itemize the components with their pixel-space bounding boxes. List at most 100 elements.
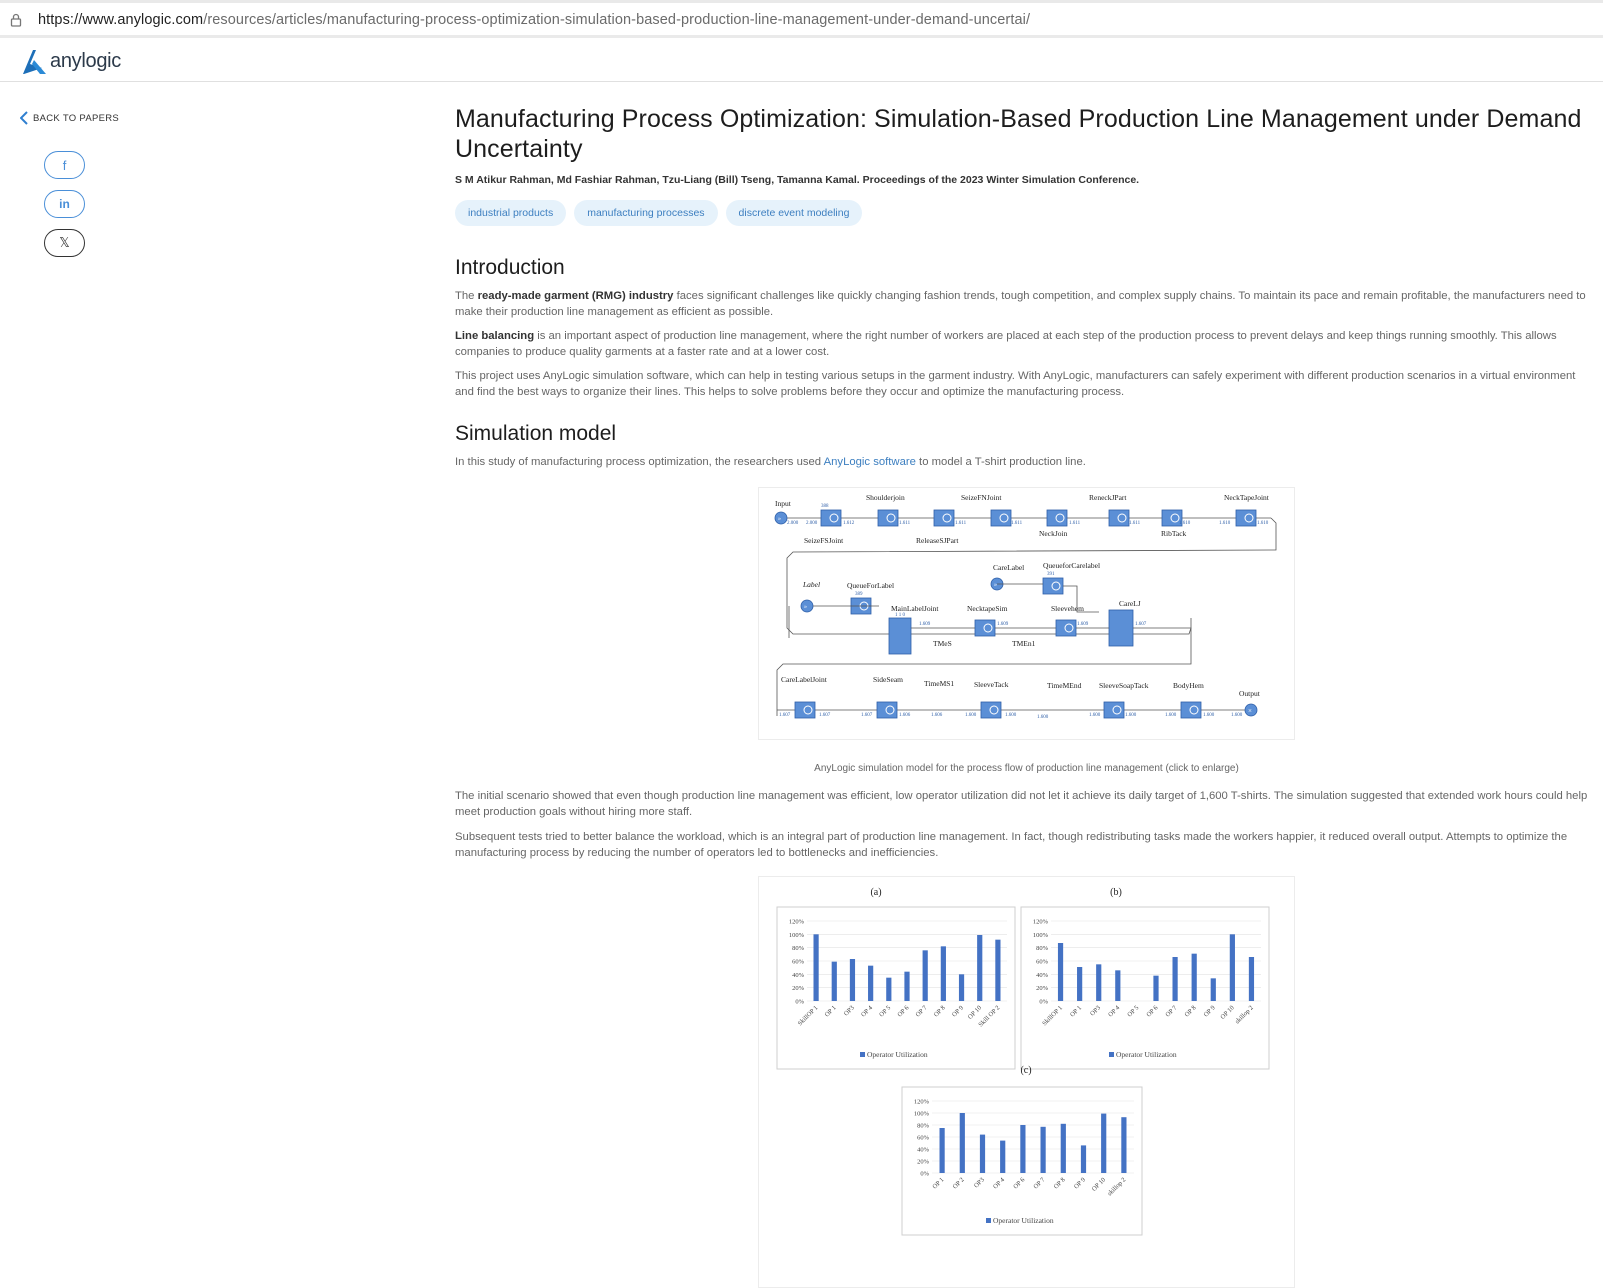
share-x-button[interactable]: 𝕏 [44,229,85,257]
y-tick-label: 20% [792,985,805,992]
diagram-count: 1.612 [843,521,855,526]
intro-paragraph-2: Line balancing is an important aspect of… [455,330,1557,358]
diagram-label: Shoulderjoin [866,493,905,502]
diagram-label: MainLabelJoint [891,604,939,613]
bar [979,1134,986,1173]
queue-label-block: 389 [850,592,872,615]
diagram-label: SleeveSoapTack [1099,681,1149,690]
sim-paragraph-3: Subsequent tests tried to better balance… [455,831,1568,859]
y-tick-label: 60% [792,959,805,966]
process-block [1046,509,1068,527]
linkedin-icon: in [59,197,70,211]
operator-utilization-charts: (a)120%100%80%60%40%20%0%SkillOP 1 OP 1 OP… [776,887,1270,1236]
bar [1080,1145,1087,1173]
anylogic-logo-icon [23,50,46,74]
bar [849,959,856,1001]
process-block [794,701,816,719]
diagram-label: CareLJ [1119,599,1141,608]
diagram-label: NeckTapeJoint [1224,493,1270,502]
bar [995,939,1001,1001]
bar [959,1113,965,1173]
sim-paragraph-2: The initial scenario showed that even th… [455,790,1588,818]
diagram-count: 1.611 [1011,521,1023,526]
y-tick-label: 0% [1039,999,1048,1006]
intro-paragraph-3: This project uses AnyLogic simulation so… [455,370,1576,398]
bar [1077,967,1083,1001]
diagram-label: Output [1239,689,1261,698]
bar [1121,1117,1127,1173]
figure-1-caption: AnyLogic simulation model for the proces… [814,763,1239,774]
legend-swatch [860,1052,865,1057]
diagram-label: RibTack [1161,529,1187,538]
lock-icon [10,13,22,27]
article-title: Manufacturing Process Optimization: Simu… [455,105,1582,163]
diagram-label: Label [802,580,820,589]
diagram-count: 2.000 [787,521,799,526]
diagram-label: BodyHem [1173,681,1204,690]
diagram-count: 1 1 0 [895,613,906,618]
queue-carelabel-block: 391 [1042,572,1064,595]
logo-text: anylogic [50,49,121,72]
y-tick-label: 60% [917,1135,930,1142]
bar [1153,975,1159,1001]
site-header: anylogic [0,38,1603,82]
diagram-label: NecktapeSim [967,604,1008,613]
diagram-label: SeizeFNJoint [961,493,1002,502]
process-block [990,509,1012,527]
bar [958,974,965,1001]
y-tick-label: 80% [917,1123,930,1130]
y-tick-label: 100% [1033,932,1049,939]
diagram-label: CareLabel [993,563,1024,572]
bar [922,950,928,1001]
y-tick-label: 40% [1036,972,1049,979]
legend-label: Operator Utilization [993,1216,1054,1225]
anylogic-logo[interactable]: anylogic [20,46,121,76]
browser-address-bar[interactable]: https://www.anylogic.com/resources/artic… [0,0,1603,38]
process-block [1180,701,1202,719]
diagram-count: 1.606 [899,713,911,718]
diagram-count: 1.600 [1165,713,1177,718]
bar [977,935,983,1001]
diagram-count: 1.609 [997,622,1009,627]
diagram-count: 1.600 [1203,713,1215,718]
diagram-count: 1.610 [1257,521,1269,526]
diagram-count: 1.607 [819,713,831,718]
y-tick-label: 100% [914,1111,930,1118]
operator-utilization-figure[interactable]: (a) 120% 100% 80% 60% 40% 20% 0% SkillOP 1 OP 1 OP… [758,876,1295,1288]
svg-text:×: × [1248,707,1252,715]
diagram-label: TimeMEnd [1047,681,1082,690]
anylogic-software-link[interactable]: AnyLogic software [823,456,916,468]
bar [1000,1140,1006,1173]
diagram-count: 1.611 [955,521,967,526]
tag-industrial-products[interactable]: industrial products [455,200,567,226]
share-linkedin-button[interactable]: in [44,190,85,218]
tag-manufacturing-processes[interactable]: manufacturing processes [574,200,718,226]
diagram-label: SideSeam [873,675,903,684]
diagram-count: 1.607 [1135,622,1147,627]
chart-3: (c)120%100%80%60%40%20%0%OP 1 OP 2 OP3 OP 4… [901,1065,1143,1236]
diagram-count: 1.610 [1219,521,1231,526]
url-text[interactable]: https://www.anylogic.com/resources/artic… [38,12,1030,28]
tag-discrete-event-modeling[interactable]: discrete event modeling [725,200,863,226]
diagram-label: CareLabelJoint [781,675,828,684]
y-tick-label: 120% [1033,919,1049,926]
bar [1172,957,1178,1001]
diagram-count: 1.600 [965,713,977,718]
share-facebook-button[interactable]: f [44,151,85,179]
bar [1060,1123,1066,1173]
diagram-label: ReneckJPart [1089,493,1127,502]
y-tick-label: 100% [789,932,805,939]
process-block [980,701,1002,719]
bar [1020,1125,1026,1173]
back-to-papers-link[interactable]: BACK TO PAPERS [20,111,119,125]
main-label-joint-block [888,617,912,655]
diagram-count: 2.000 [806,521,818,526]
diagram-label: SeizeFSJoint [804,536,844,545]
sleevehem-block [1055,619,1077,637]
simulation-model-figure[interactable]: » Input SeizeFSJoint Shoulderjoin ReleaseSJP… [758,487,1295,740]
svg-text:»: » [778,516,781,522]
article-authors: S M Atikur Rahman, Md Fashiar Rahman, Tz… [455,174,1140,186]
chart-2: (b)120%100%80%60%40%20%0%SkillOP 1 OP 1 OP… [1020,887,1270,1070]
legend-swatch [986,1218,991,1223]
diagram-count: 1.600 [1037,715,1049,720]
